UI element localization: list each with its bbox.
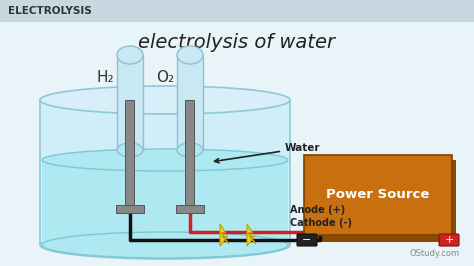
- FancyBboxPatch shape: [117, 55, 143, 150]
- Polygon shape: [247, 224, 256, 246]
- Text: Anode (+): Anode (+): [290, 205, 345, 215]
- FancyBboxPatch shape: [42, 160, 288, 245]
- FancyBboxPatch shape: [297, 234, 317, 246]
- Ellipse shape: [40, 86, 290, 114]
- Ellipse shape: [40, 231, 290, 259]
- FancyBboxPatch shape: [0, 0, 474, 22]
- FancyBboxPatch shape: [185, 100, 194, 205]
- Ellipse shape: [42, 232, 288, 258]
- Ellipse shape: [117, 46, 143, 64]
- Ellipse shape: [177, 143, 203, 157]
- FancyBboxPatch shape: [116, 205, 144, 213]
- Text: +: +: [444, 235, 454, 245]
- Text: electrolysis of water: electrolysis of water: [138, 32, 336, 52]
- Polygon shape: [220, 224, 229, 246]
- Text: ELECTROLYSIS: ELECTROLYSIS: [8, 6, 92, 16]
- Ellipse shape: [117, 143, 143, 157]
- Text: Power Source: Power Source: [326, 189, 430, 202]
- FancyBboxPatch shape: [40, 100, 290, 245]
- Text: OStudy.com: OStudy.com: [410, 249, 460, 258]
- FancyBboxPatch shape: [308, 160, 456, 242]
- FancyBboxPatch shape: [126, 100, 135, 205]
- Text: O₂: O₂: [156, 70, 174, 85]
- Text: Cathode (-): Cathode (-): [290, 218, 352, 228]
- Text: H₂: H₂: [96, 70, 114, 85]
- FancyBboxPatch shape: [177, 55, 203, 150]
- FancyBboxPatch shape: [176, 205, 204, 213]
- FancyBboxPatch shape: [304, 155, 452, 235]
- Ellipse shape: [177, 46, 203, 64]
- Ellipse shape: [42, 149, 288, 171]
- Text: Water: Water: [215, 143, 320, 163]
- FancyBboxPatch shape: [439, 234, 459, 246]
- Text: −: −: [302, 235, 312, 245]
